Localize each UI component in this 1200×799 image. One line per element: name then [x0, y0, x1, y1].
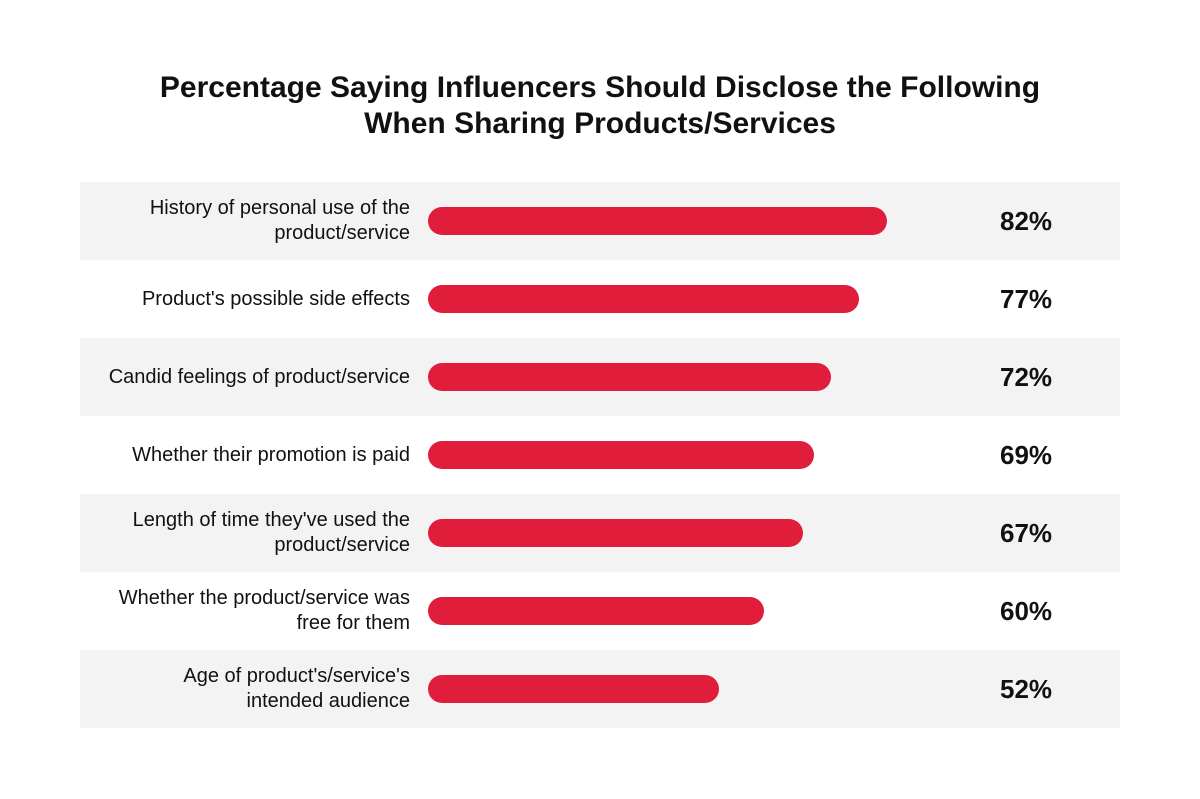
bar-cell: 67% — [428, 518, 1120, 549]
row-label-line: product/service — [274, 533, 410, 558]
chart-row: Whether their promotion is paid 69% — [80, 416, 1120, 494]
chart-row: Age of product's/service'sintended audie… — [80, 650, 1120, 728]
bar-cell: 72% — [428, 362, 1120, 393]
row-label-line: Whether their promotion is paid — [132, 443, 410, 468]
chart-row: Candid feelings of product/service 72% — [80, 338, 1120, 416]
row-label-line: Whether the product/service was — [119, 586, 410, 611]
bar-track — [428, 207, 988, 235]
chart-row: History of personal use of theproduct/se… — [80, 182, 1120, 260]
row-label: Product's possible side effects — [80, 287, 428, 312]
row-value: 69% — [1000, 440, 1080, 471]
chart-rows: History of personal use of theproduct/se… — [80, 182, 1120, 728]
row-label-line: Length of time they've used the — [133, 508, 410, 533]
bar — [428, 363, 831, 391]
bar-cell: 60% — [428, 596, 1120, 627]
row-label-line: product/service — [274, 221, 410, 246]
bar — [428, 207, 887, 235]
row-label: Age of product's/service'sintended audie… — [80, 664, 428, 714]
row-value: 77% — [1000, 284, 1080, 315]
bar-cell: 52% — [428, 674, 1120, 705]
row-value: 52% — [1000, 674, 1080, 705]
row-label-line: free for them — [297, 611, 410, 636]
row-label-line: History of personal use of the — [150, 196, 410, 221]
bar — [428, 675, 719, 703]
row-label: Whether their promotion is paid — [80, 443, 428, 468]
chart-title: Percentage Saying Influencers Should Dis… — [150, 70, 1050, 142]
row-value: 82% — [1000, 206, 1080, 237]
bar-track — [428, 363, 988, 391]
bar — [428, 441, 814, 469]
bar-cell: 82% — [428, 206, 1120, 237]
bar — [428, 597, 764, 625]
chart-row: Length of time they've used theproduct/s… — [80, 494, 1120, 572]
bar-cell: 69% — [428, 440, 1120, 471]
row-label: History of personal use of theproduct/se… — [80, 196, 428, 246]
bar-track — [428, 597, 988, 625]
row-label-line: Candid feelings of product/service — [109, 365, 410, 390]
bar — [428, 519, 803, 547]
row-label-line: Age of product's/service's — [183, 664, 410, 689]
row-label: Length of time they've used theproduct/s… — [80, 508, 428, 558]
influencer-disclosure-chart: Percentage Saying Influencers Should Dis… — [0, 0, 1200, 768]
chart-row: Product's possible side effects 77% — [80, 260, 1120, 338]
row-label: Candid feelings of product/service — [80, 365, 428, 390]
bar-track — [428, 519, 988, 547]
row-label-line: intended audience — [247, 689, 410, 714]
bar-cell: 77% — [428, 284, 1120, 315]
chart-row: Whether the product/service wasfree for … — [80, 572, 1120, 650]
bar-track — [428, 441, 988, 469]
row-label-line: Product's possible side effects — [142, 287, 410, 312]
row-value: 72% — [1000, 362, 1080, 393]
bar-track — [428, 285, 988, 313]
bar-track — [428, 675, 988, 703]
row-value: 67% — [1000, 518, 1080, 549]
bar — [428, 285, 859, 313]
row-label: Whether the product/service wasfree for … — [80, 586, 428, 636]
row-value: 60% — [1000, 596, 1080, 627]
